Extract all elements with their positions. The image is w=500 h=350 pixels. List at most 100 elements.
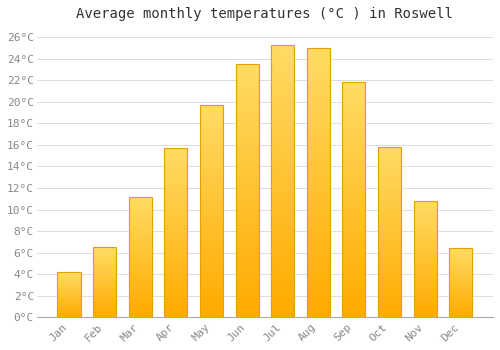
- Bar: [342, 303, 365, 308]
- Bar: [128, 197, 152, 199]
- Bar: [271, 301, 294, 307]
- Bar: [449, 304, 472, 305]
- Bar: [128, 231, 152, 233]
- Bar: [58, 315, 80, 316]
- Bar: [236, 170, 258, 176]
- Bar: [342, 120, 365, 125]
- Bar: [164, 297, 188, 301]
- Bar: [200, 105, 223, 109]
- Bar: [164, 165, 188, 168]
- Bar: [164, 280, 188, 284]
- Bar: [128, 226, 152, 228]
- Bar: [164, 230, 188, 233]
- Bar: [271, 170, 294, 176]
- Bar: [414, 301, 436, 303]
- Bar: [58, 310, 80, 311]
- Bar: [236, 176, 258, 181]
- Bar: [271, 252, 294, 258]
- Bar: [58, 278, 80, 279]
- Bar: [58, 292, 80, 293]
- Bar: [58, 298, 80, 299]
- Bar: [236, 181, 258, 186]
- Bar: [414, 275, 436, 278]
- Bar: [200, 160, 223, 164]
- Bar: [378, 147, 401, 317]
- Bar: [306, 280, 330, 285]
- Bar: [449, 264, 472, 265]
- Bar: [306, 145, 330, 150]
- Bar: [306, 204, 330, 210]
- Bar: [200, 288, 223, 292]
- Bar: [342, 280, 365, 285]
- Bar: [93, 249, 116, 250]
- Bar: [200, 313, 223, 317]
- Bar: [342, 115, 365, 120]
- Bar: [306, 134, 330, 140]
- Bar: [58, 316, 80, 317]
- Bar: [93, 281, 116, 282]
- Bar: [200, 241, 223, 245]
- Bar: [306, 80, 330, 86]
- Bar: [306, 231, 330, 237]
- Bar: [236, 307, 258, 313]
- Bar: [342, 209, 365, 214]
- Bar: [271, 56, 294, 61]
- Bar: [271, 219, 294, 225]
- Bar: [58, 286, 80, 287]
- Bar: [200, 203, 223, 207]
- Bar: [236, 226, 258, 231]
- Bar: [236, 115, 258, 120]
- Bar: [164, 287, 188, 290]
- Bar: [93, 301, 116, 302]
- Bar: [449, 309, 472, 310]
- Bar: [449, 291, 472, 293]
- Bar: [342, 87, 365, 92]
- Bar: [449, 307, 472, 308]
- Bar: [236, 262, 258, 267]
- Bar: [271, 197, 294, 203]
- Bar: [378, 263, 401, 266]
- Bar: [306, 237, 330, 242]
- Bar: [306, 156, 330, 161]
- Bar: [414, 280, 436, 282]
- Bar: [271, 61, 294, 66]
- Bar: [164, 175, 188, 178]
- Bar: [164, 172, 188, 175]
- Bar: [306, 69, 330, 75]
- Bar: [378, 243, 401, 246]
- Bar: [306, 140, 330, 145]
- Bar: [449, 283, 472, 284]
- Bar: [200, 305, 223, 309]
- Bar: [342, 111, 365, 115]
- Bar: [342, 130, 365, 134]
- Bar: [306, 48, 330, 53]
- Bar: [449, 312, 472, 313]
- Bar: [342, 252, 365, 256]
- Bar: [58, 308, 80, 309]
- Bar: [200, 177, 223, 182]
- Bar: [200, 190, 223, 194]
- Bar: [378, 191, 401, 195]
- Bar: [378, 314, 401, 317]
- Bar: [414, 224, 436, 227]
- Bar: [58, 303, 80, 304]
- Bar: [342, 82, 365, 317]
- Bar: [306, 123, 330, 129]
- Bar: [306, 247, 330, 253]
- Bar: [128, 223, 152, 226]
- Bar: [128, 250, 152, 252]
- Bar: [236, 231, 258, 236]
- Bar: [93, 257, 116, 259]
- Bar: [164, 158, 188, 162]
- Bar: [93, 259, 116, 260]
- Bar: [164, 226, 188, 230]
- Bar: [271, 203, 294, 208]
- Bar: [449, 259, 472, 261]
- Bar: [271, 181, 294, 187]
- Bar: [449, 287, 472, 288]
- Bar: [236, 166, 258, 170]
- Bar: [164, 246, 188, 250]
- Bar: [236, 130, 258, 135]
- Bar: [164, 263, 188, 267]
- Bar: [306, 258, 330, 264]
